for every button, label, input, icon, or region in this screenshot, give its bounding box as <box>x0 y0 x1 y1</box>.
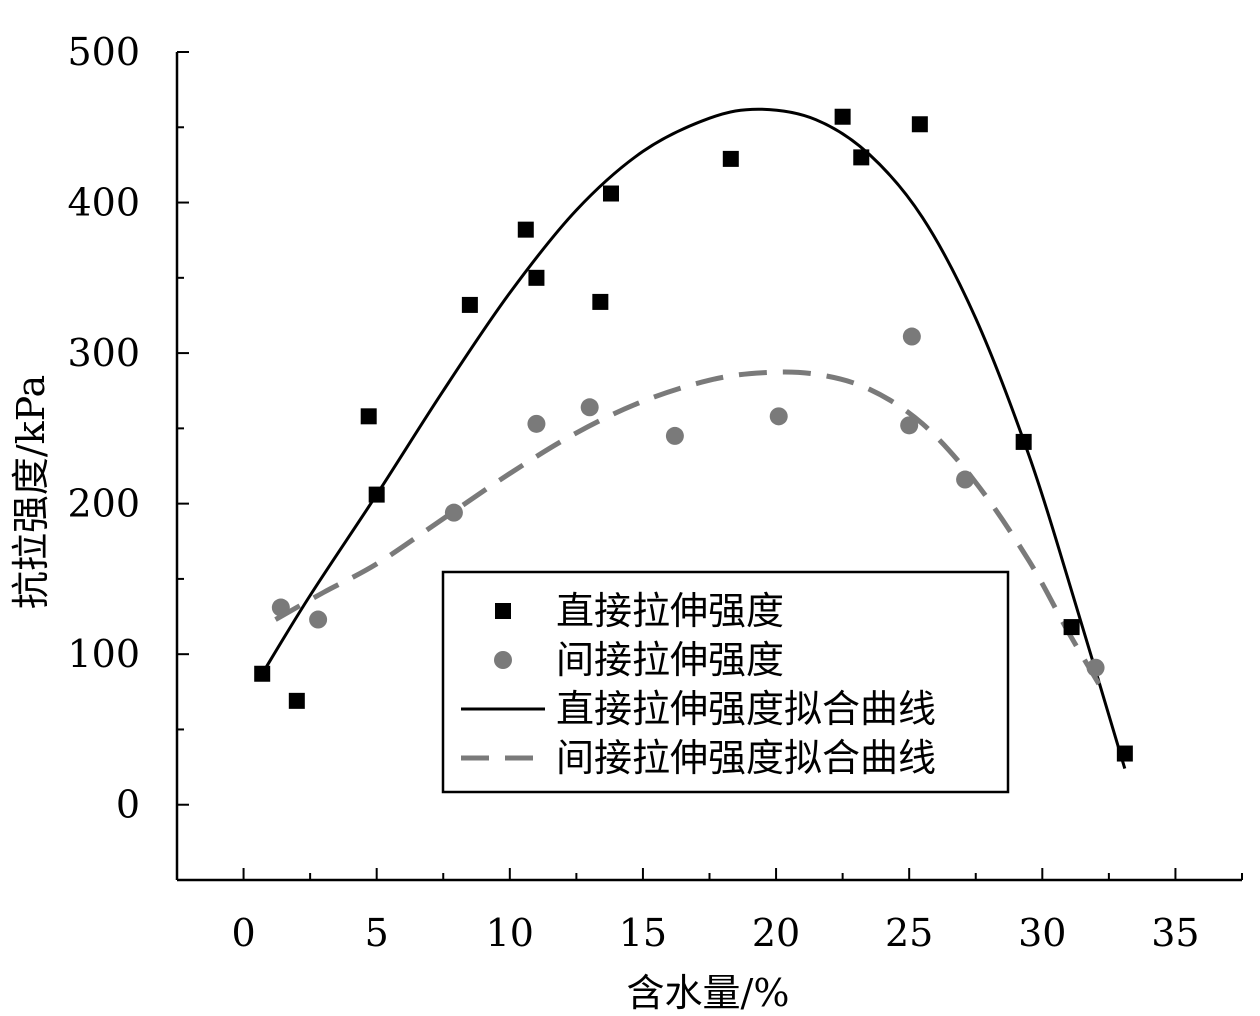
y-tick-label: 400 <box>67 181 140 225</box>
x-tick-label: 20 <box>752 911 800 955</box>
data-points <box>254 108 1133 762</box>
x-axis-title: 含水量/% <box>627 971 790 1015</box>
direct-tension-point <box>528 269 545 286</box>
direct-tension-point <box>1063 619 1080 636</box>
legend-label: 间接拉伸强度拟合曲线 <box>556 736 936 780</box>
legend-circle-marker <box>494 651 512 669</box>
y-tick-label: 200 <box>67 482 140 526</box>
x-tick-label: 5 <box>365 911 389 955</box>
direct-tension-point <box>368 486 385 503</box>
y-tick-label: 500 <box>67 30 140 74</box>
y-tick-label: 300 <box>67 331 140 375</box>
fit-curve-indirect <box>274 369 1106 694</box>
x-tick-label: 30 <box>1018 911 1066 955</box>
indirect-tension-point <box>309 610 328 629</box>
direct-tension-point <box>602 185 619 202</box>
direct-tension-point <box>517 221 534 238</box>
y-tick-label: 100 <box>67 632 140 676</box>
direct-tension-point <box>1116 745 1133 762</box>
indirect-tension-point <box>769 407 788 426</box>
direct-tension-point <box>1015 433 1032 450</box>
x-tick-label: 10 <box>486 911 534 955</box>
legend-label: 直接拉伸强度 <box>556 589 784 633</box>
indirect-tension-point <box>271 598 290 617</box>
direct-tension-point <box>288 692 305 709</box>
indirect-tension-point <box>900 416 919 435</box>
direct-tension-point <box>911 116 928 133</box>
direct-tension-point <box>254 665 271 682</box>
direct-tension-point <box>853 149 870 166</box>
direct-tension-point <box>461 296 478 313</box>
indirect-tension-point <box>665 426 684 445</box>
x-tick-label: 0 <box>231 911 255 955</box>
legend-label: 间接拉伸强度 <box>556 638 784 682</box>
direct-tension-point <box>592 293 609 310</box>
fit-curves <box>260 107 1127 770</box>
legend-square-marker <box>495 603 511 619</box>
y-tick-label: 0 <box>116 783 140 827</box>
indirect-tension-point <box>527 414 546 433</box>
indirect-tension-point <box>902 327 921 346</box>
direct-tension-point <box>360 408 377 425</box>
direct-tension-point <box>722 150 739 167</box>
x-tick-label: 35 <box>1151 911 1199 955</box>
legend-label: 直接拉伸强度拟合曲线 <box>556 687 936 731</box>
x-tick-label: 15 <box>619 911 667 955</box>
indirect-tension-point <box>580 398 599 417</box>
legend-box <box>441 570 1010 794</box>
indirect-tension-point <box>956 470 975 489</box>
indirect-tension-point <box>444 503 463 522</box>
x-tick-label: 25 <box>885 911 933 955</box>
indirect-tension-point <box>1086 658 1105 677</box>
axes: 0 5 10 15 20 25 30 35 0 100 200 300 400 500 <box>67 30 1243 955</box>
direct-tension-point <box>834 108 851 125</box>
y-axis-title: 抗拉强度/kPa <box>9 375 53 609</box>
fit-curve-direct <box>260 107 1127 770</box>
